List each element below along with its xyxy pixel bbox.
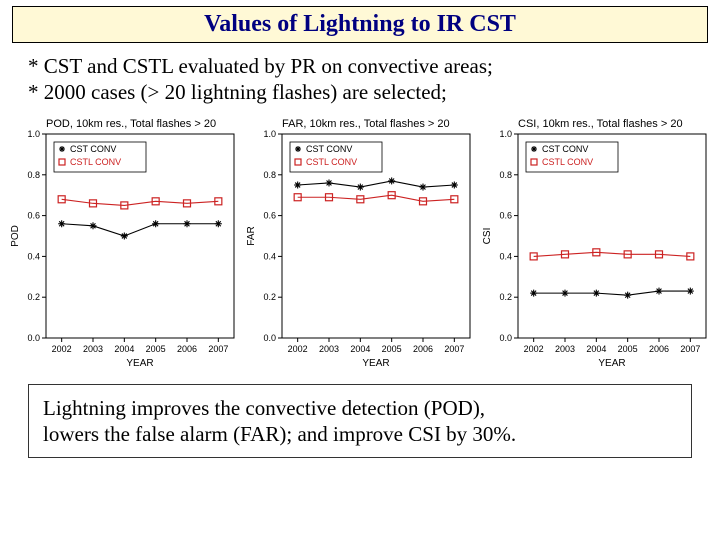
svg-text:2006: 2006 <box>177 344 197 354</box>
svg-text:CST CONV: CST CONV <box>70 144 116 154</box>
svg-text:2003: 2003 <box>319 344 339 354</box>
svg-text:0.4: 0.4 <box>27 251 40 261</box>
chart-title: FAR, 10km res., Total flashes > 20 <box>282 118 450 130</box>
svg-text:2004: 2004 <box>114 344 134 354</box>
svg-text:0.2: 0.2 <box>499 292 512 302</box>
page-title: Values of Lightning to IR CST <box>204 11 516 37</box>
svg-text:CSTL CONV: CSTL CONV <box>70 157 121 167</box>
svg-text:2006: 2006 <box>649 344 669 354</box>
conclusion-box: Lightning improves the convective detect… <box>28 384 692 459</box>
chart-title: CSI, 10km res., Total flashes > 20 <box>518 118 683 130</box>
svg-text:YEAR: YEAR <box>598 358 625 369</box>
svg-text:2002: 2002 <box>52 344 72 354</box>
note-line-1: * CST and CSTL evaluated by PR on convec… <box>28 53 692 79</box>
svg-text:CSI: CSI <box>482 227 493 244</box>
svg-text:0.4: 0.4 <box>263 251 276 261</box>
svg-text:YEAR: YEAR <box>362 358 389 369</box>
svg-text:FAR: FAR <box>246 226 257 245</box>
svg-text:2005: 2005 <box>618 344 638 354</box>
svg-text:2007: 2007 <box>680 344 700 354</box>
svg-text:0.0: 0.0 <box>27 333 40 343</box>
charts-row: POD, 10km res., Total flashes > 20 0.0 0.2… <box>6 114 714 374</box>
notes-block: * CST and CSTL evaluated by PR on convec… <box>28 53 692 106</box>
svg-text:0.6: 0.6 <box>263 210 276 220</box>
svg-text:2005: 2005 <box>382 344 402 354</box>
svg-text:2003: 2003 <box>83 344 103 354</box>
note-line-2: * 2000 cases (> 20 lightning flashes) ar… <box>28 79 692 105</box>
svg-text:2005: 2005 <box>146 344 166 354</box>
svg-text:CSTL CONV: CSTL CONV <box>542 157 593 167</box>
chart-far: FAR, 10km res., Total flashes > 20 0.0 0.2… <box>242 114 478 374</box>
title-bar: Values of Lightning to IR CST <box>12 6 708 43</box>
svg-text:2007: 2007 <box>444 344 464 354</box>
svg-text:2007: 2007 <box>208 344 228 354</box>
svg-text:0.4: 0.4 <box>499 251 512 261</box>
svg-text:CST CONV: CST CONV <box>542 144 588 154</box>
svg-text:2004: 2004 <box>586 344 606 354</box>
chart-csi: CSI, 10km res., Total flashes > 20 0.0 0.2… <box>478 114 714 374</box>
svg-text:2002: 2002 <box>288 344 308 354</box>
svg-text:0.0: 0.0 <box>263 333 276 343</box>
chart-title: POD, 10km res., Total flashes > 20 <box>46 118 216 130</box>
svg-text:1.0: 1.0 <box>263 129 276 139</box>
svg-text:1.0: 1.0 <box>499 129 512 139</box>
svg-text:2002: 2002 <box>524 344 544 354</box>
svg-text:0.0: 0.0 <box>499 333 512 343</box>
svg-text:0.2: 0.2 <box>263 292 276 302</box>
svg-text:0.6: 0.6 <box>27 210 40 220</box>
conclusion-line-2: lowers the false alarm (FAR); and improv… <box>43 421 677 447</box>
conclusion-line-1: Lightning improves the convective detect… <box>43 395 677 421</box>
svg-text:0.8: 0.8 <box>499 169 512 179</box>
svg-text:0.6: 0.6 <box>499 210 512 220</box>
svg-text:CSTL CONV: CSTL CONV <box>306 157 357 167</box>
svg-text:1.0: 1.0 <box>27 129 40 139</box>
svg-text:0.2: 0.2 <box>27 292 40 302</box>
chart-pod: POD, 10km res., Total flashes > 20 0.0 0.2… <box>6 114 242 374</box>
svg-text:POD: POD <box>10 225 21 247</box>
svg-text:2003: 2003 <box>555 344 575 354</box>
svg-text:2006: 2006 <box>413 344 433 354</box>
svg-text:YEAR: YEAR <box>126 358 153 369</box>
svg-text:CST CONV: CST CONV <box>306 144 352 154</box>
svg-text:0.8: 0.8 <box>263 169 276 179</box>
svg-text:0.8: 0.8 <box>27 169 40 179</box>
svg-text:2004: 2004 <box>350 344 370 354</box>
